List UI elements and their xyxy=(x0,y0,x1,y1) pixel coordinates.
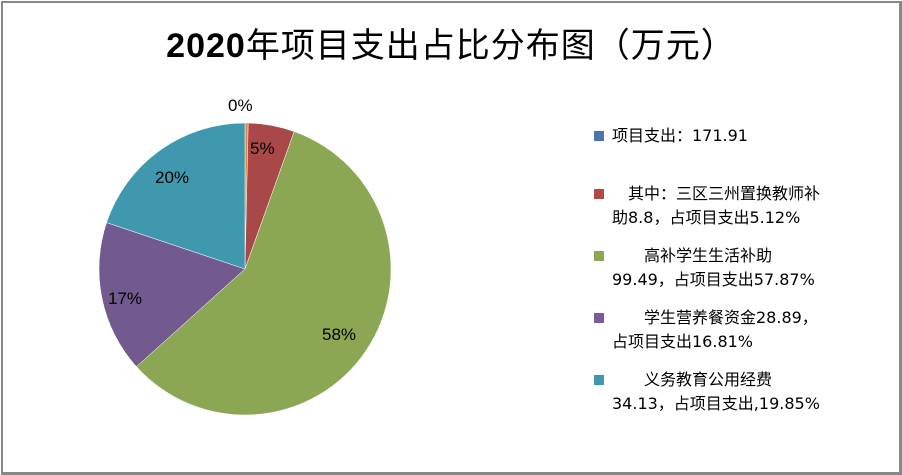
pie-slice xyxy=(106,122,246,270)
legend-swatch-blue xyxy=(594,131,604,141)
legend-swatch-green xyxy=(594,251,604,261)
label-teal: 20% xyxy=(155,168,189,187)
pie-slice xyxy=(136,131,392,416)
label-zero: 0% xyxy=(228,96,253,115)
legend-swatch-teal xyxy=(594,375,604,385)
legend-item: 项目支出：171.91 xyxy=(594,124,884,148)
label-green: 58% xyxy=(322,325,356,344)
chart-title: 2020年项目支出占比分布图（万元） xyxy=(166,26,736,66)
legend-item: 其中：三区三州置换教师补 助8.8，占项目支出5.12% xyxy=(594,182,884,230)
legend-item: 高补学生生活补助 99.49，占项目支出57.87% xyxy=(594,244,884,292)
label-purple: 17% xyxy=(108,289,142,308)
label-red: 5% xyxy=(250,139,275,158)
legend-swatch-red xyxy=(594,189,604,199)
legend-item: 学生营养餐资金28.89， 占项目支出16.81% xyxy=(594,306,884,354)
pie-slice xyxy=(98,222,246,368)
chart-legend: 项目支出：171.91 其中：三区三州置换教师补 助8.8，占项目支出5.12%… xyxy=(594,124,884,430)
legend-swatch-purple xyxy=(594,313,604,323)
legend-item: 义务教育公用经费 34.13，占项目支出,19.85% xyxy=(594,368,884,416)
